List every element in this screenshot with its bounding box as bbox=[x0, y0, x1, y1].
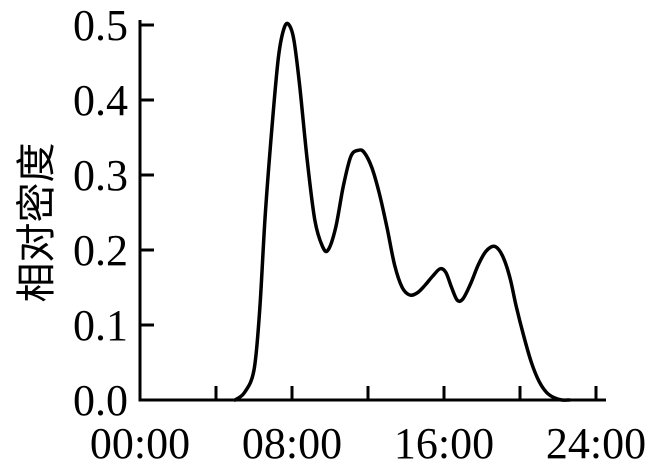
density-line bbox=[233, 21, 572, 402]
x-tick-label: 08:00 bbox=[242, 419, 342, 468]
series-layer bbox=[233, 21, 572, 402]
x-tick-label: 24:00 bbox=[546, 419, 646, 468]
y-tick-label: 0.2 bbox=[73, 226, 128, 275]
y-tick-label: 0.5 bbox=[73, 1, 128, 50]
tick-marks bbox=[140, 23, 598, 400]
y-axis-label: 相对密度 bbox=[14, 143, 60, 303]
x-tick-label: 00:00 bbox=[90, 419, 190, 468]
y-tick-label: 0.3 bbox=[73, 151, 128, 200]
tick-labels: 0.0 0.1 0.2 0.3 0.4 0.5 00:00 08:00 16:00 24:00 bbox=[73, 1, 646, 468]
y-tick-label: 0.0 bbox=[73, 376, 128, 425]
y-tick-label: 0.4 bbox=[73, 76, 128, 125]
axes bbox=[138, 20, 606, 402]
x-tick-label: 16:00 bbox=[394, 419, 494, 468]
y-tick-label: 0.1 bbox=[73, 301, 128, 350]
